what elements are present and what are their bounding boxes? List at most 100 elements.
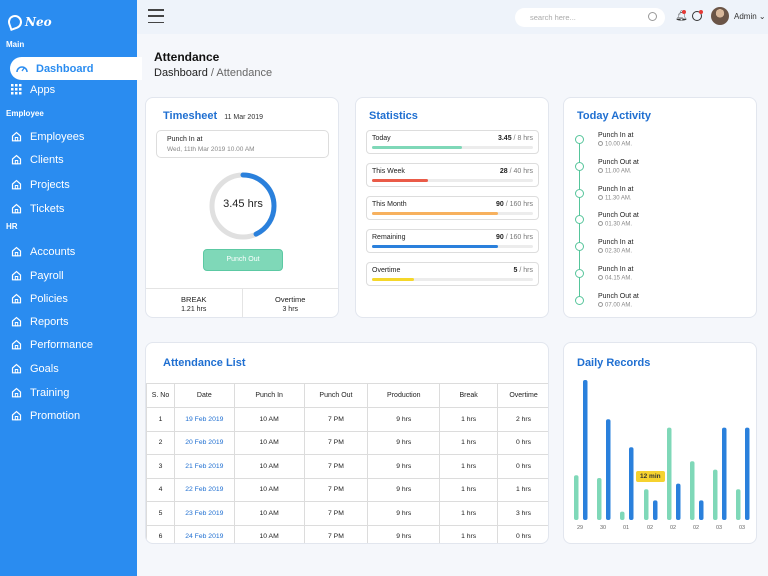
table-row[interactable]: 4 22 Feb 2019 10 AM 7 PM 9 hrs 1 hrs 1 hrs <box>146 477 548 502</box>
chart-bar[interactable] <box>713 469 718 520</box>
activity-title-text: Punch In at <box>598 132 634 139</box>
chart-bar[interactable] <box>745 427 750 520</box>
sidebar-item-label: Training <box>30 386 70 399</box>
table-cell: 23 Feb 2019 <box>173 501 235 526</box>
x-tick-label: 01 <box>623 525 629 531</box>
breadcrumb-root[interactable]: Dashboard <box>154 67 208 79</box>
table-cell: 2 hrs <box>497 407 548 432</box>
chart-bar[interactable] <box>653 500 658 520</box>
sidebar-item-label: Projects <box>30 178 70 191</box>
user-name: Admin <box>734 12 757 21</box>
table-cell: 19 Feb 2019 <box>173 407 235 432</box>
table-cell: 9 hrs <box>367 501 441 526</box>
table-cell: 1 hrs <box>497 477 548 502</box>
chart-bar[interactable] <box>629 447 634 520</box>
stat-value: 28 / 40 hrs <box>499 168 533 175</box>
stat-label: This Month <box>372 201 407 208</box>
column-header[interactable]: Date <box>173 383 235 408</box>
chart-bar[interactable] <box>667 427 672 520</box>
punch-out-button[interactable]: Punch Out <box>203 249 283 271</box>
stat-remaining: Remaining 90 / 160 hrs <box>366 229 539 253</box>
x-tick-label: 02 <box>693 525 699 531</box>
chart-bar[interactable] <box>699 500 704 520</box>
chart-bar[interactable] <box>676 483 681 520</box>
search-input[interactable]: search here... <box>515 8 665 27</box>
table-cell: 0 hrs <box>497 524 548 543</box>
sidebar-item-payroll[interactable]: Payroll <box>0 264 137 287</box>
punch-in-box: Punch In at Wed, 11th Mar 2019 10.00 AM <box>156 130 329 158</box>
sidebar-item-tickets[interactable]: Tickets <box>0 197 137 220</box>
bell-icon[interactable]: 🔔︎ <box>675 11 688 22</box>
sidebar-item-accounts[interactable]: Accounts <box>0 240 137 263</box>
clock-icon <box>598 141 603 146</box>
punch-in-time: Wed, 11th Mar 2019 10.00 AM <box>167 146 255 153</box>
menu-toggle-icon[interactable] <box>148 9 164 23</box>
chart-bar[interactable] <box>644 489 649 520</box>
home-icon <box>10 154 22 166</box>
daily-records-title: Daily Records <box>577 357 651 369</box>
column-header[interactable]: S. No <box>146 383 175 408</box>
home-icon <box>10 339 22 351</box>
table-cell: 7 PM <box>303 524 369 543</box>
stat-label: Remaining <box>372 234 406 241</box>
sidebar-item-employees[interactable]: Employees <box>0 125 137 148</box>
table-cell: 3 <box>146 454 175 479</box>
timeline-dot <box>575 242 584 252</box>
column-header[interactable]: Punch In <box>233 383 305 408</box>
chart-bar[interactable] <box>583 380 588 520</box>
table-cell: 22 Feb 2019 <box>173 477 235 502</box>
chat-icon[interactable] <box>692 11 702 21</box>
x-tick-label: 03 <box>716 525 722 531</box>
break-value: 1.21 hrs <box>181 306 207 313</box>
column-header[interactable]: Break <box>439 383 499 408</box>
table-row[interactable]: 6 24 Feb 2019 10 AM 7 PM 9 hrs 1 hrs 0 hrs <box>146 524 548 543</box>
chart-bar[interactable] <box>690 461 695 520</box>
column-header[interactable]: Overtime <box>497 383 548 408</box>
activity-title-text: Punch In at <box>598 266 634 273</box>
avatar[interactable] <box>711 7 729 25</box>
table-row[interactable]: 3 21 Feb 2019 10 AM 7 PM 9 hrs 1 hrs 0 hrs <box>146 454 548 479</box>
chart-bar[interactable] <box>620 511 625 520</box>
activity-time: 11.00 AM. <box>598 167 632 174</box>
logo[interactable]: Neo <box>0 0 137 34</box>
chart-bar[interactable] <box>574 475 579 520</box>
table-row[interactable]: 2 20 Feb 2019 10 AM 7 PM 9 hrs 1 hrs 0 hrs <box>146 430 548 455</box>
search-placeholder: search here... <box>530 13 576 22</box>
timeline-dot <box>575 188 584 198</box>
sidebar-item-performance[interactable]: Performance <box>0 333 137 356</box>
column-header[interactable]: Punch Out <box>303 383 369 408</box>
table-row[interactable]: 1 19 Feb 2019 10 AM 7 PM 9 hrs 1 hrs 2 hrs <box>146 407 548 432</box>
table-row[interactable]: 5 23 Feb 2019 10 AM 7 PM 9 hrs 1 hrs 3 hrs <box>146 501 548 526</box>
search-icon[interactable] <box>648 12 657 21</box>
sidebar-item-clients[interactable]: Clients <box>0 148 137 171</box>
stat-value: 5 / hrs <box>513 267 533 274</box>
sidebar-item-promotion[interactable]: Promotion <box>0 404 137 427</box>
table-cell: 1 hrs <box>439 501 499 526</box>
table-cell: 9 hrs <box>367 524 441 543</box>
chart-bar[interactable] <box>606 419 611 520</box>
stat-progress-bar <box>372 179 533 182</box>
page-title: Attendance <box>154 50 220 64</box>
sidebar-item-apps[interactable]: Apps <box>0 78 137 101</box>
chart-bar[interactable] <box>736 489 741 520</box>
sidebar-item-label: Apps <box>30 83 56 96</box>
sidebar-item-projects[interactable]: Projects <box>0 173 137 196</box>
table-cell: 7 PM <box>303 407 369 432</box>
sidebar-item-label: Accounts <box>30 245 76 258</box>
activity-title-text: Punch In at <box>598 239 634 247</box>
clock-icon <box>598 301 603 307</box>
table-cell: 9 hrs <box>367 407 441 432</box>
chart-bar[interactable] <box>722 427 727 520</box>
sidebar-item-goals[interactable]: Goals <box>0 357 137 380</box>
chart-bar[interactable] <box>597 478 602 520</box>
column-header[interactable]: Production <box>367 383 441 408</box>
table-cell: 0 hrs <box>497 454 548 479</box>
sidebar-item-training[interactable]: Training <box>0 381 137 404</box>
break-label: BREAK <box>181 295 207 304</box>
sidebar-item-reports[interactable]: Reports <box>0 310 137 333</box>
sidebar-item-dashboard[interactable]: Dashboard <box>10 57 142 80</box>
timeline-dot <box>575 135 584 144</box>
sidebar-item-policies[interactable]: Policies <box>0 287 137 310</box>
sidebar-item-label: Tickets <box>30 202 65 215</box>
user-menu[interactable]: Admin ⌄ <box>734 12 766 21</box>
